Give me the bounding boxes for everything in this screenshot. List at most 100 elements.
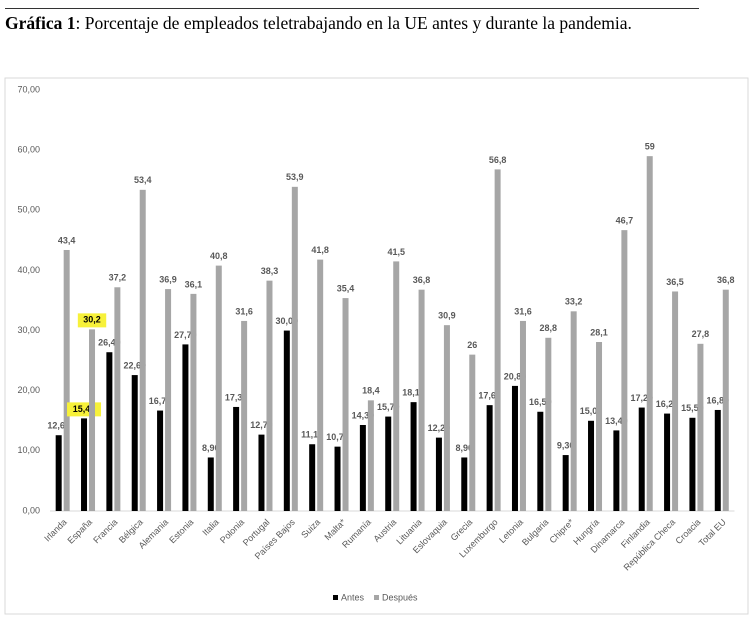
chart-frame [4, 77, 749, 615]
data-label: 53,4 [134, 175, 152, 185]
data-label: 20,80 [504, 371, 527, 381]
bar [207, 457, 214, 511]
y-tick-label: 70,00 [17, 84, 40, 94]
data-label: 15,70 [377, 402, 400, 412]
bar [545, 337, 552, 511]
data-label: 18,4 [362, 386, 380, 396]
data-label: 15,40 [73, 404, 96, 414]
bar [81, 418, 88, 511]
bar [418, 289, 425, 511]
bar [697, 343, 704, 511]
data-label: 56,8 [489, 155, 507, 165]
data-label: 17,30 [225, 392, 248, 402]
bar [309, 444, 316, 511]
bar [266, 280, 273, 511]
bar [664, 413, 671, 511]
data-label: 8,90 [202, 443, 220, 453]
y-tick-label: 60,00 [17, 145, 40, 155]
data-label: 27,8 [692, 329, 710, 339]
data-label: 46,7 [616, 216, 634, 226]
y-tick-label: 20,00 [17, 385, 40, 395]
data-label: 27,70 [174, 330, 197, 340]
bar [588, 420, 595, 511]
bar [443, 325, 450, 511]
bar [714, 409, 721, 511]
bar [722, 289, 729, 511]
bar [63, 249, 70, 512]
x-tick-label: Suiza [299, 517, 322, 540]
data-label: 16,20 [656, 399, 679, 409]
data-label: 30,00 [276, 316, 299, 326]
data-label: 40,8 [210, 251, 228, 261]
data-label: 12,70 [250, 420, 273, 430]
bar [233, 406, 240, 511]
bar [89, 329, 96, 511]
bar [621, 230, 628, 511]
bar [334, 446, 341, 511]
data-label: 16,50 [529, 397, 552, 407]
y-tick-label: 50,00 [17, 205, 40, 215]
x-tick-label: Estonia [167, 517, 195, 545]
data-label: 36,1 [185, 279, 203, 289]
bar [241, 320, 248, 511]
y-tick-label: 30,00 [17, 325, 40, 335]
bar [55, 435, 62, 511]
caption: Gráfica 1: Porcentaje de empleados telet… [5, 8, 699, 35]
data-label: 41,5 [387, 247, 405, 257]
bar [190, 293, 197, 511]
caption-label: Gráfica 1 [5, 13, 76, 33]
bar [435, 437, 442, 511]
data-label: 16,80 [707, 395, 730, 405]
bar [486, 405, 493, 511]
data-label: 33,2 [565, 297, 583, 307]
bar [646, 156, 653, 511]
data-label: 28,1 [590, 327, 608, 337]
bar [317, 259, 324, 511]
data-label: 14,30 [352, 410, 375, 420]
data-label: 8,90 [456, 443, 474, 453]
data-label: 15,00 [580, 406, 603, 416]
data-label: 31,6 [235, 306, 253, 316]
data-label: 12,20 [428, 423, 451, 433]
bar [157, 410, 164, 511]
x-tick-label: Bulgaria [520, 517, 550, 547]
bar [562, 455, 569, 511]
data-label: 18,10 [402, 388, 425, 398]
data-label: 11,10 [301, 430, 323, 440]
bar [291, 186, 298, 511]
y-tick-label: 40,00 [17, 265, 40, 275]
data-label: 53,9 [286, 172, 304, 182]
legend-swatch [374, 595, 380, 600]
data-label: 36,9 [159, 274, 177, 284]
legend-label: Después [382, 592, 418, 602]
bar [689, 417, 696, 511]
data-label: 43,4 [58, 235, 76, 245]
bar [410, 402, 417, 511]
data-label: 26,40 [98, 338, 121, 348]
bar [342, 298, 349, 511]
data-label: 41,8 [311, 245, 329, 255]
data-label: 12,60 [47, 421, 70, 431]
bar [494, 169, 501, 512]
x-tick-label: Total EU [697, 517, 728, 548]
data-label: 9,30 [557, 440, 575, 450]
data-label: 17,20 [630, 393, 653, 403]
x-tick-label: Irlanda [42, 517, 69, 544]
bar [165, 289, 172, 511]
x-tick-label: Francia [91, 517, 119, 545]
bar [114, 287, 121, 511]
bar [215, 265, 222, 511]
data-label: 26 [467, 340, 477, 350]
data-label: 30,2 [83, 315, 101, 325]
bar [385, 416, 392, 511]
bar [570, 311, 577, 511]
legend-swatch [333, 595, 338, 600]
data-label: 37,2 [109, 273, 127, 283]
bar [283, 330, 290, 511]
x-tick-label: Italia [200, 517, 221, 538]
data-label: 16,70 [149, 396, 172, 406]
bar [367, 400, 374, 511]
bar [182, 344, 189, 511]
